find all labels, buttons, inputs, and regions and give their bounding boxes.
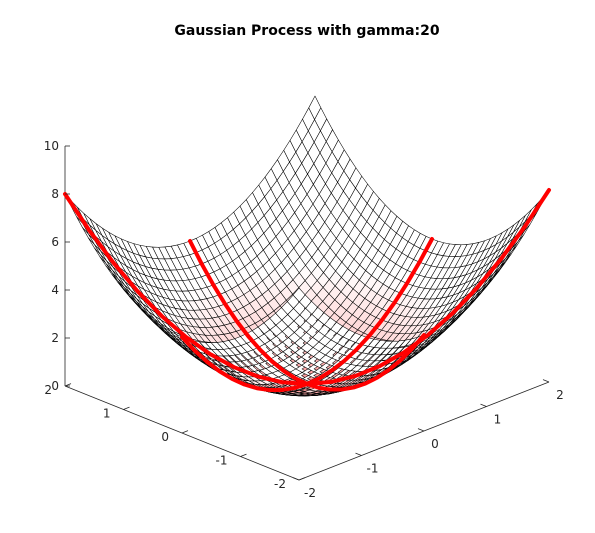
y-tick-label: 1 [103, 407, 111, 421]
x-tick-label: 2 [556, 388, 564, 402]
x-tick-label: -2 [304, 486, 316, 500]
x-tick [356, 453, 362, 455]
y-tick-label: 2 [44, 383, 52, 397]
x-tick [293, 478, 299, 480]
y-tick-label: -1 [216, 454, 228, 468]
z-tick-label: 10 [44, 139, 59, 153]
z-tick-label: 2 [51, 331, 59, 345]
surface-mesh [65, 96, 549, 396]
chart-title: Gaussian Process with gamma:20 [174, 23, 439, 39]
y-tick [182, 431, 188, 433]
z-tick-label: 4 [51, 283, 59, 297]
x-tick [418, 429, 424, 431]
y-tick [299, 478, 305, 480]
x-tick-label: -1 [367, 462, 379, 476]
y-tick-label: 0 [161, 430, 169, 444]
x-tick-label: 1 [494, 413, 502, 427]
y-tick [124, 407, 130, 409]
y-tick [241, 454, 247, 456]
x-tick-label: 0 [431, 437, 439, 451]
x-tick [481, 404, 487, 406]
z-tick-label: 0 [51, 379, 59, 393]
x-tick [543, 380, 549, 382]
y-tick-label: -2 [274, 477, 286, 491]
z-tick-label: 8 [51, 187, 59, 201]
z-tick-label: 6 [51, 235, 59, 249]
